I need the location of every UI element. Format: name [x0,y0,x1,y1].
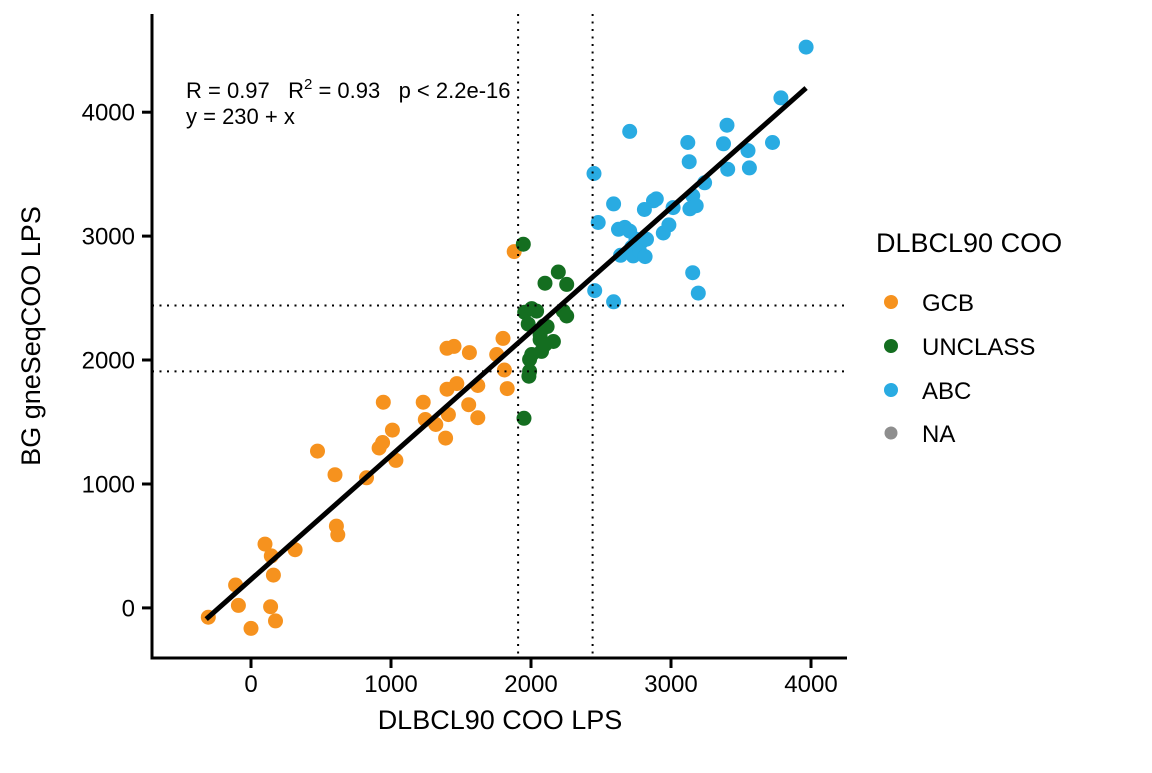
data-point-gcb [327,467,343,483]
legend-item-gcb: GCB [884,290,974,317]
axis-ticks: 0 1000 2000 3000 4000 0 1000 2000 3000 4000 [82,100,838,698]
gcb-swatch-icon [884,295,898,309]
legend-title: DLBCL90 COO [876,228,1062,258]
data-point-gcb [470,410,486,426]
data-point-gcb [496,362,512,378]
legend-item-abc: ABC [884,378,971,405]
data-point-unclass [559,276,575,292]
data-point-unclass [545,334,561,349]
data-point-abc [681,154,697,170]
data-point-abc [716,136,731,152]
data-point-abc [685,265,701,281]
legend-item-label: ABC [922,378,971,405]
data-point-gcb [415,394,431,410]
legend-item-label: NA [922,421,955,448]
data-point-gcb [268,613,283,629]
data-point-abc [622,123,638,139]
data-point-abc [680,135,696,150]
data-point-abc [637,249,653,265]
legend-item-unclass: UNCLASS [884,334,1035,361]
data-point-gcb [495,330,511,346]
data-point-abc [586,166,602,181]
x-tick-label: 2000 [504,671,557,698]
data-point-gcb [257,536,273,552]
data-point-unclass [537,275,553,291]
data-point-unclass [529,303,545,319]
legend-item-label: UNCLASS [922,334,1035,361]
data-point-abc [606,294,622,310]
stats-annotation-superscript: 2 [304,76,312,93]
stats-annotation-part1: R = 0.97 R [186,78,304,103]
data-point-gcb [438,430,454,446]
data-point-gcb [263,599,279,615]
data-point-unclass [550,264,566,280]
stats-annotation: R = 0.97 R2 = 0.93 p < 2.2e-16 [186,76,511,103]
data-point-gcb [461,397,477,413]
data-point-gcb [330,527,346,543]
data-point-gcb [230,597,246,613]
data-point-abc [740,143,756,159]
data-point-abc [720,161,736,177]
data-point-gcb [384,422,400,438]
data-point-abc [798,39,814,55]
x-tick-label: 0 [244,671,257,698]
data-point-gcb [449,376,465,392]
data-point-abc [606,196,622,212]
data-point-unclass [522,363,538,379]
data-point-gcb [265,567,281,583]
y-tick-label: 3000 [82,224,135,251]
data-point-gcb [446,338,462,354]
data-point-abc [690,285,706,301]
legend-item-na: NA [884,421,955,448]
legend-item-label: GCB [922,290,974,317]
data-point-abc [741,160,757,176]
unclass-swatch-icon [884,339,898,353]
axes: 0 1000 2000 3000 4000 0 1000 2000 3000 4000 [82,14,847,698]
data-point-abc [719,117,735,133]
equation-annotation: y = 230 + x [186,104,295,129]
data-point-gcb [499,381,515,397]
data-point-gcb [375,435,391,450]
y-tick-label: 0 [122,595,135,622]
data-point-abc [765,135,780,150]
data-point-abc [661,217,677,233]
data-point-gcb [243,620,259,636]
data-point-abc [590,215,606,230]
x-tick-label: 3000 [644,671,697,698]
data-point-unclass [515,236,531,252]
regression-line [204,86,808,621]
data-point-unclass [516,410,532,426]
abc-swatch-icon [884,383,898,397]
data-point-gcb [310,443,325,459]
x-tick-label: 4000 [784,671,837,698]
y-tick-label: 1000 [82,472,135,499]
data-point-abc [773,90,789,106]
data-point-unclass [559,308,575,324]
y-axis-title: BG gneSeqCOO LPS [16,206,46,466]
na-swatch-icon [884,426,898,440]
plot-panel [152,14,847,658]
data-point-abc [648,191,664,207]
legend: DLBCL90 COO GCB UNCLASS ABC NA [876,228,1062,448]
data-point-gcb [375,394,391,410]
y-tick-label: 4000 [82,100,135,127]
x-axis-title: DLBCL90 COO LPS [378,705,623,735]
stats-annotation-part2: = 0.93 p < 2.2e-16 [312,78,510,103]
x-tick-label: 1000 [364,671,417,698]
y-tick-label: 2000 [82,348,135,375]
data-point-abc [587,283,603,299]
data-point-abc [688,198,704,214]
data-point-gcb [461,345,477,361]
